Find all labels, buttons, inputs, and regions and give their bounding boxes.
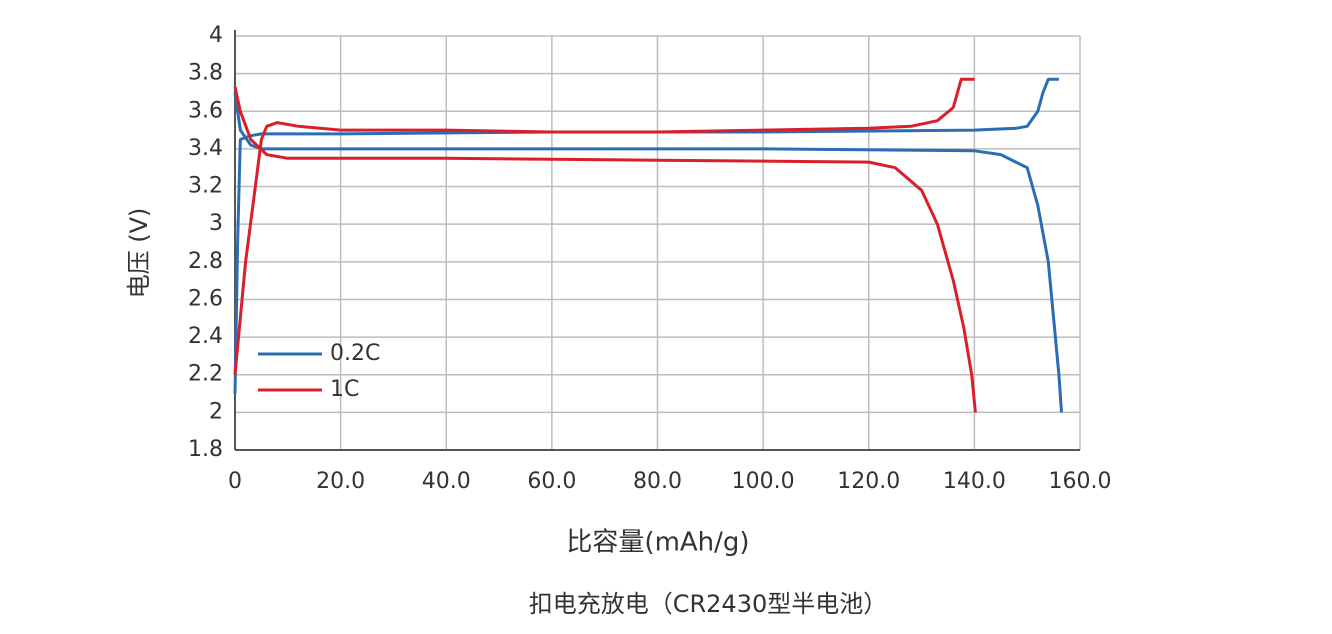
x-tick-label: 80.0 — [633, 469, 682, 494]
y-tick-label: 3.6 — [188, 98, 223, 123]
data-line — [233, 77, 1063, 413]
y-tick-label: 2.6 — [188, 286, 223, 311]
x-tick-label: 60.0 — [527, 469, 576, 494]
x-tick-label: 100.0 — [732, 469, 795, 494]
caption: 扣电充放电（CR2430型半电池） — [529, 590, 888, 618]
y-tick-label: 2.8 — [188, 249, 223, 274]
data-line — [233, 77, 977, 413]
y-tick-label: 4 — [209, 23, 223, 48]
y-tick-label: 2 — [209, 399, 223, 424]
y-tick-label: 1.8 — [188, 437, 223, 462]
x-tick-label: 0 — [228, 469, 242, 494]
y-tick-label: 2.2 — [188, 362, 223, 387]
x-tick-label: 140.0 — [943, 469, 1006, 494]
y-tick-label: 3.2 — [188, 174, 223, 199]
y-tick-label: 3 — [209, 211, 223, 236]
y-tick-label: 2.4 — [188, 324, 223, 349]
x-tick-label: 20.0 — [316, 469, 365, 494]
y-tick-label: 3.8 — [188, 61, 223, 86]
x-tick-label: 40.0 — [422, 469, 471, 494]
x-tick-label: 120.0 — [837, 469, 900, 494]
legend-label: 1C — [330, 377, 359, 402]
x-tick-label: 160.0 — [1049, 469, 1112, 494]
y-axis-label: 电压 (V) — [125, 208, 153, 299]
x-axis-label: 比容量(mAh/g) — [566, 528, 749, 558]
y-tick-label: 3.4 — [188, 136, 223, 161]
legend-label: 0.2C — [330, 341, 380, 366]
